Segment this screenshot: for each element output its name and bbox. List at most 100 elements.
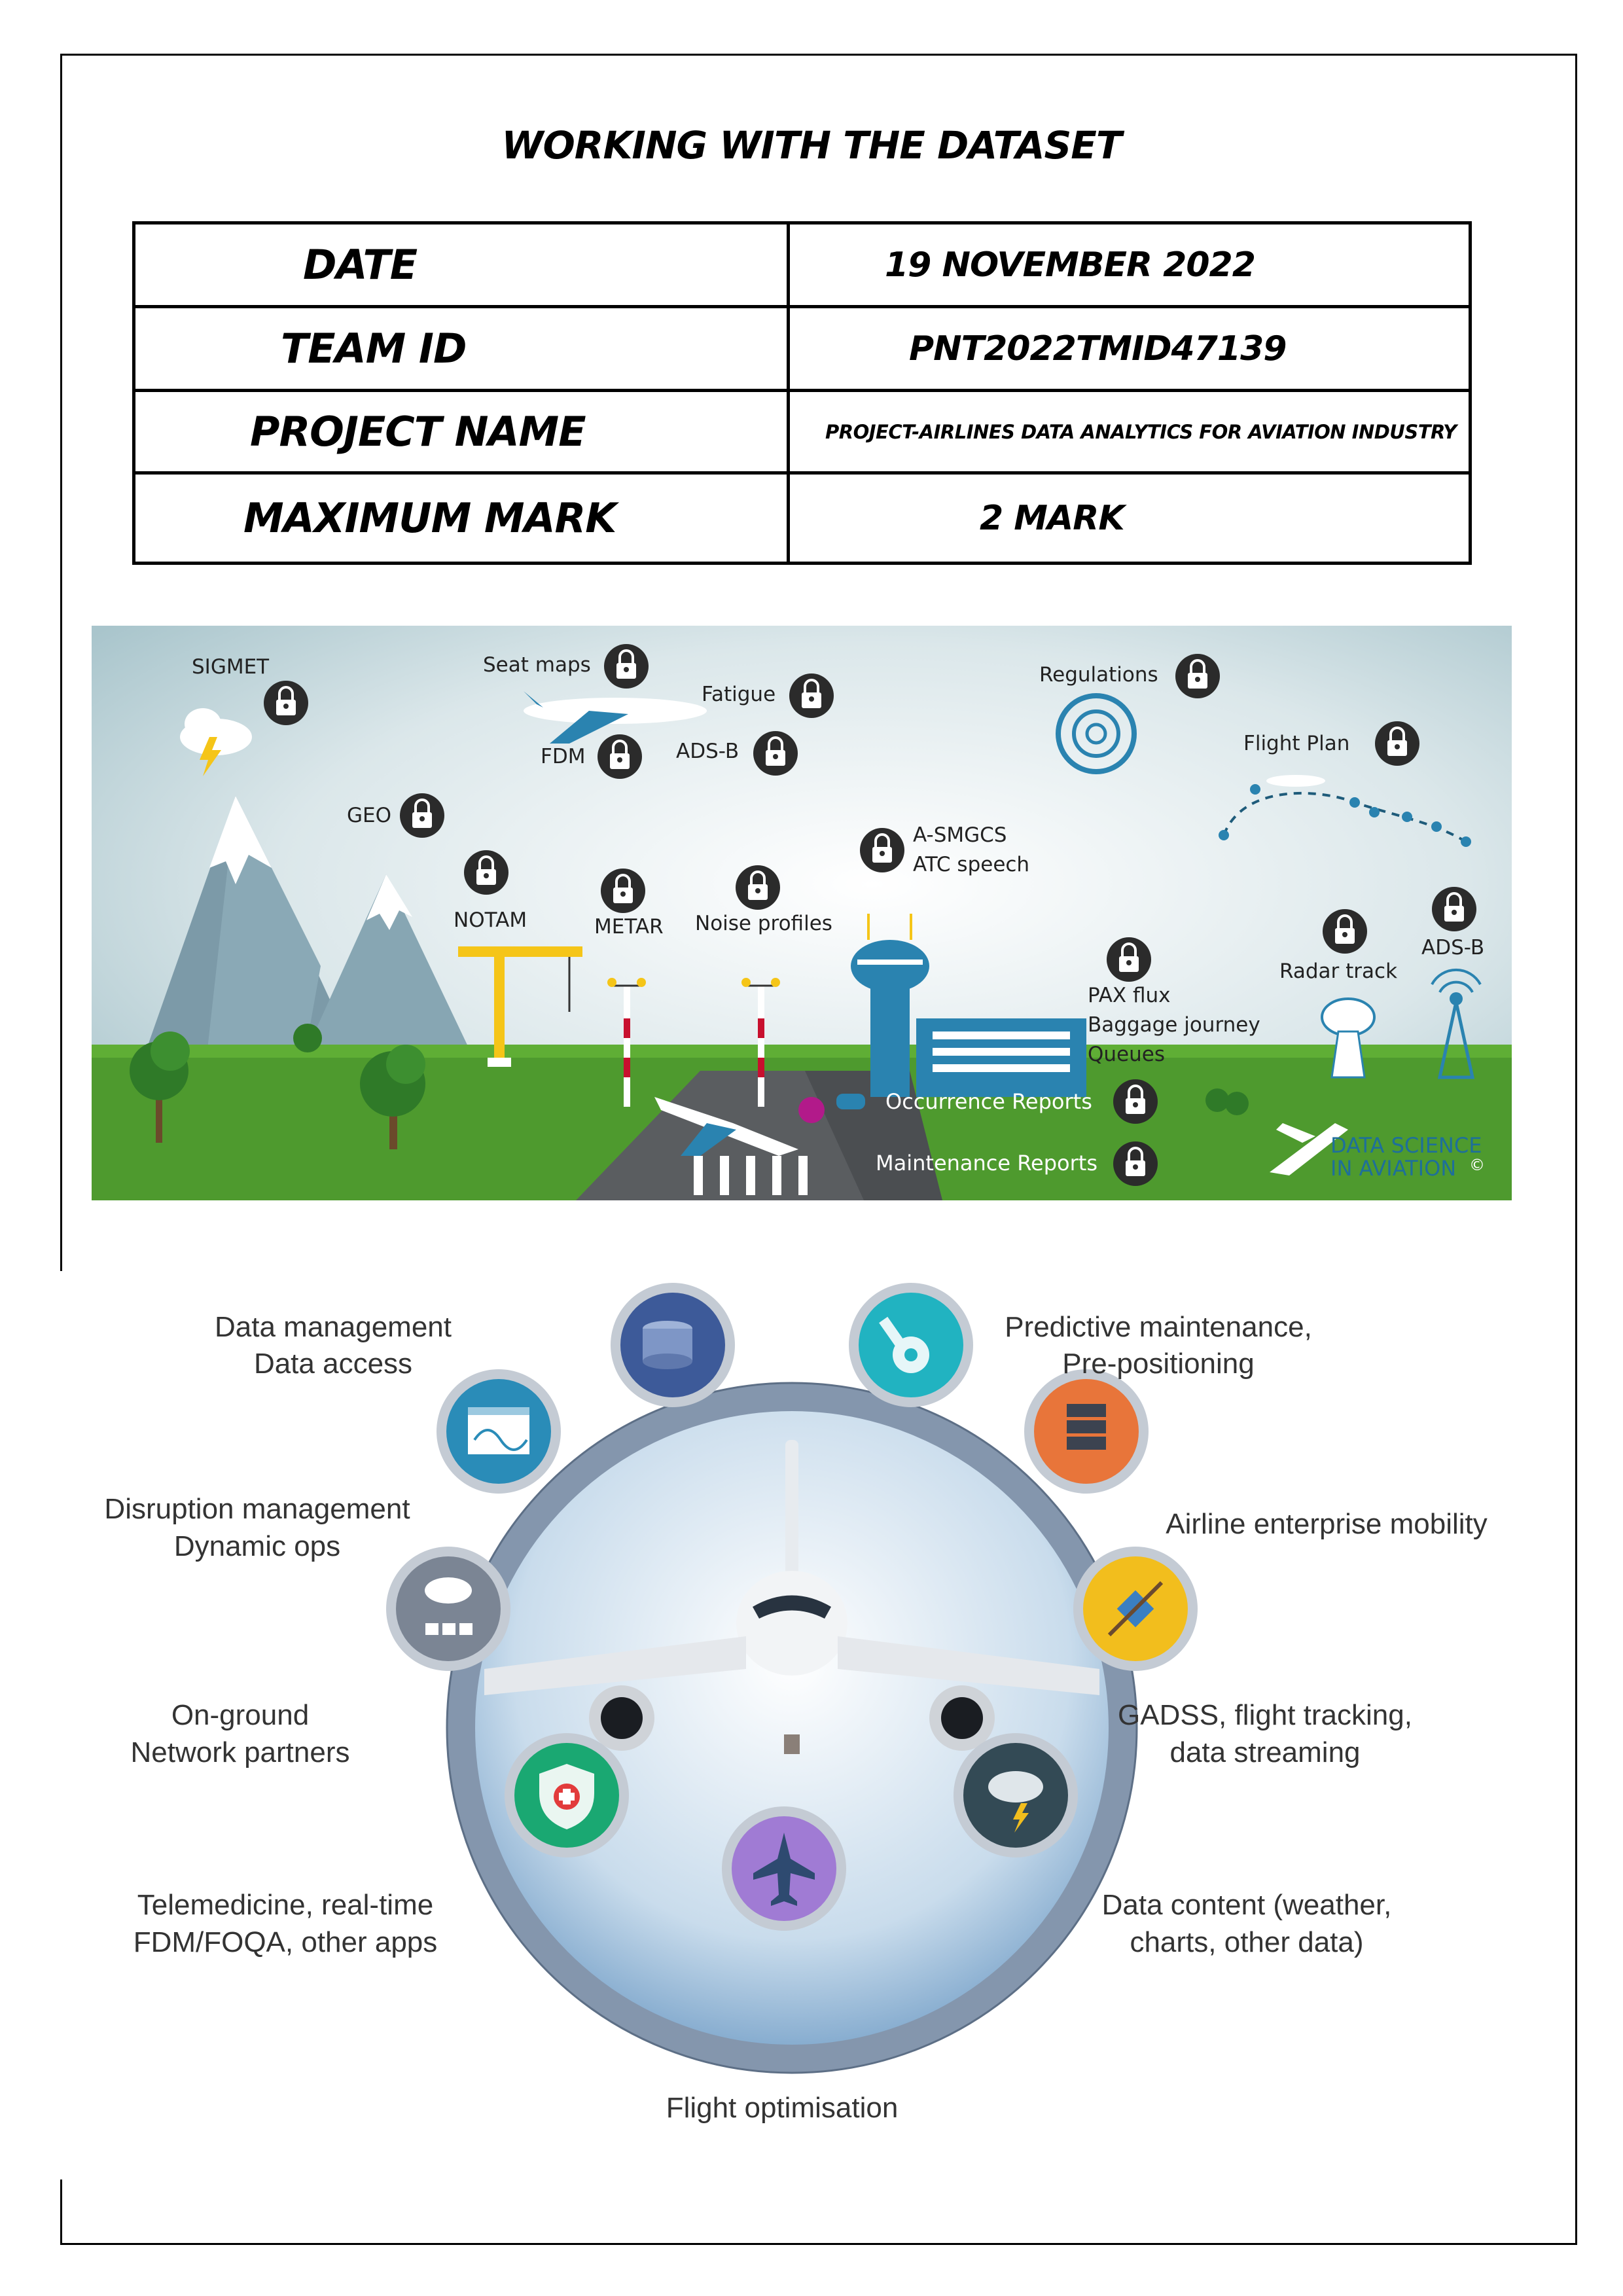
label-enterprise-mobility: Airline enterprise mobility bbox=[1166, 1508, 1488, 1540]
brand-plane-icon bbox=[1270, 1123, 1348, 1175]
flight-plan-label: Flight Plan bbox=[1243, 732, 1349, 755]
table-value: PROJECT-AIRLINES DATA ANALYTICS FOR AVIA… bbox=[787, 389, 1472, 475]
label-gadss: GADSS, flight tracking, bbox=[1118, 1699, 1412, 1731]
wrench-gear-icon bbox=[849, 1283, 973, 1407]
label-data-access: Data access bbox=[254, 1348, 412, 1380]
control-tower-icon bbox=[851, 914, 1086, 1097]
lock-icon bbox=[1321, 908, 1368, 955]
frame-right bbox=[1575, 54, 1577, 2245]
info-table: DATE 19 NOVEMBER 2022 TEAM ID PNT2022TMI… bbox=[132, 221, 1472, 565]
table-row: TEAM ID PNT2022TMID47139 bbox=[132, 305, 1472, 392]
pax-flux-label: PAX flux bbox=[1088, 984, 1171, 1007]
sigmet-label: SIGMET bbox=[192, 655, 270, 679]
label-dynamic-ops: Dynamic ops bbox=[174, 1530, 340, 1562]
antenna-icon bbox=[1431, 968, 1482, 1079]
crane-icon bbox=[458, 946, 582, 1067]
table-value: PNT2022TMID47139 bbox=[787, 305, 1472, 392]
brand-copyright: © bbox=[1469, 1156, 1485, 1174]
table-row: DATE 19 NOVEMBER 2022 bbox=[132, 221, 1472, 308]
airplane-icon bbox=[524, 691, 707, 744]
aviation-data-infographic: SIGMET Seat maps Fatigue FDM ADS-B Regul… bbox=[92, 626, 1512, 1200]
lock-icon bbox=[734, 864, 781, 911]
frame-left-upper bbox=[60, 54, 62, 1271]
table-key: DATE bbox=[132, 221, 790, 308]
sky-circle bbox=[461, 1397, 1122, 2058]
lock-icon bbox=[603, 643, 650, 690]
lock-icon bbox=[399, 792, 446, 839]
table-key: PROJECT NAME bbox=[132, 389, 790, 475]
browser-chart-icon bbox=[437, 1369, 561, 1494]
weather-cloud-icon bbox=[954, 1733, 1078, 1857]
fdm-label: FDM bbox=[541, 745, 585, 768]
queues-label: Queues bbox=[1088, 1043, 1165, 1066]
table-row: PROJECT NAME PROJECT-AIRLINES DATA ANALY… bbox=[132, 389, 1472, 475]
metar-label: METAR bbox=[594, 915, 664, 939]
notam-label: NOTAM bbox=[454, 908, 527, 932]
page-title: WORKING WITH THE DATASET bbox=[501, 123, 1122, 168]
lock-icon bbox=[859, 827, 906, 874]
geo-label: GEO bbox=[347, 804, 391, 827]
label-charts-other-data: charts, other data) bbox=[1130, 1926, 1363, 1958]
lock-icon bbox=[599, 867, 647, 914]
table-key: TEAM ID bbox=[132, 305, 790, 392]
maintenance-reports-label: Maintenance Reports bbox=[876, 1151, 1097, 1175]
label-telemedicine: Telemedicine, real-time bbox=[137, 1889, 433, 1921]
metar-pole bbox=[607, 978, 646, 1107]
label-on-ground: On-ground bbox=[171, 1699, 309, 1731]
lock-icon bbox=[1105, 936, 1152, 983]
label-network-partners: Network partners bbox=[130, 1736, 349, 1768]
brand-line-1: DATA SCIENCE bbox=[1330, 1133, 1482, 1158]
database-icon bbox=[611, 1283, 735, 1407]
fatigue-label: Fatigue bbox=[702, 683, 776, 706]
tree-icon bbox=[360, 1045, 425, 1149]
landing-airplane-icon bbox=[654, 1097, 798, 1156]
noise-pole bbox=[741, 978, 780, 1107]
lock-icon bbox=[788, 672, 835, 719]
frame-bottom bbox=[60, 2243, 1577, 2245]
table-row: MAXIMUM MARK 2 MARK bbox=[132, 471, 1472, 565]
lock-icon bbox=[1374, 720, 1421, 767]
incident-icon bbox=[798, 1097, 825, 1123]
lock-icon bbox=[752, 730, 799, 777]
baggage-journey-label: Baggage journey bbox=[1088, 1013, 1260, 1037]
ring bbox=[448, 1384, 1136, 2072]
connectivity-svg: Data management Data access Predictive m… bbox=[104, 1283, 1488, 2124]
airplane-optimise-icon bbox=[722, 1806, 846, 1931]
table-value: 19 NOVEMBER 2022 bbox=[787, 221, 1472, 308]
satellite-icon bbox=[1073, 1547, 1198, 1671]
table-value: 2 MARK bbox=[787, 471, 1472, 565]
asmgcs-label: A-SMGCS bbox=[913, 823, 1007, 847]
label-disruption-management: Disruption management bbox=[104, 1493, 410, 1525]
regulations-icon bbox=[1056, 693, 1137, 774]
brand-line-2: IN AVIATION bbox=[1330, 1156, 1456, 1181]
infographic-svg: SIGMET Seat maps Fatigue FDM ADS-B Regul… bbox=[92, 626, 1512, 1200]
label-data-streaming: data streaming bbox=[1169, 1736, 1360, 1768]
ads-b-top-label: ADS-B bbox=[676, 740, 739, 763]
lock-icon bbox=[1112, 1140, 1159, 1187]
flight-plan-path bbox=[1219, 775, 1471, 847]
lock-icon bbox=[596, 733, 643, 780]
ads-b-right-label: ADS-B bbox=[1421, 936, 1484, 960]
server-rack-icon bbox=[1024, 1369, 1149, 1494]
label-flight-optimisation: Flight optimisation bbox=[666, 2092, 899, 2124]
label-pre-positioning: Pre-positioning bbox=[1062, 1348, 1255, 1380]
label-data-management: Data management bbox=[215, 1311, 452, 1343]
frame-top bbox=[60, 54, 1577, 56]
tree-icon bbox=[130, 1031, 190, 1143]
storm-cloud-icon bbox=[180, 708, 252, 776]
regulations-label: Regulations bbox=[1039, 663, 1158, 687]
connectivity-wheel: Data management Data access Predictive m… bbox=[92, 1276, 1531, 2140]
label-fdm-foqa: FDM/FOQA, other apps bbox=[134, 1926, 438, 1958]
network-icon bbox=[386, 1547, 510, 1671]
radar-dish-icon bbox=[1321, 997, 1376, 1079]
radar-track-label: Radar track bbox=[1279, 960, 1397, 983]
snow-cap-icon bbox=[209, 796, 272, 884]
shield-medical-icon bbox=[505, 1733, 629, 1857]
lock-icon bbox=[1112, 1078, 1159, 1125]
terminal-building bbox=[916, 1018, 1086, 1097]
atc-speech-label: ATC speech bbox=[913, 853, 1029, 876]
table-key: MAXIMUM MARK bbox=[132, 471, 790, 565]
lock-icon bbox=[262, 679, 310, 726]
lock-icon bbox=[463, 849, 510, 896]
noise-profiles-label: Noise profiles bbox=[695, 912, 832, 935]
